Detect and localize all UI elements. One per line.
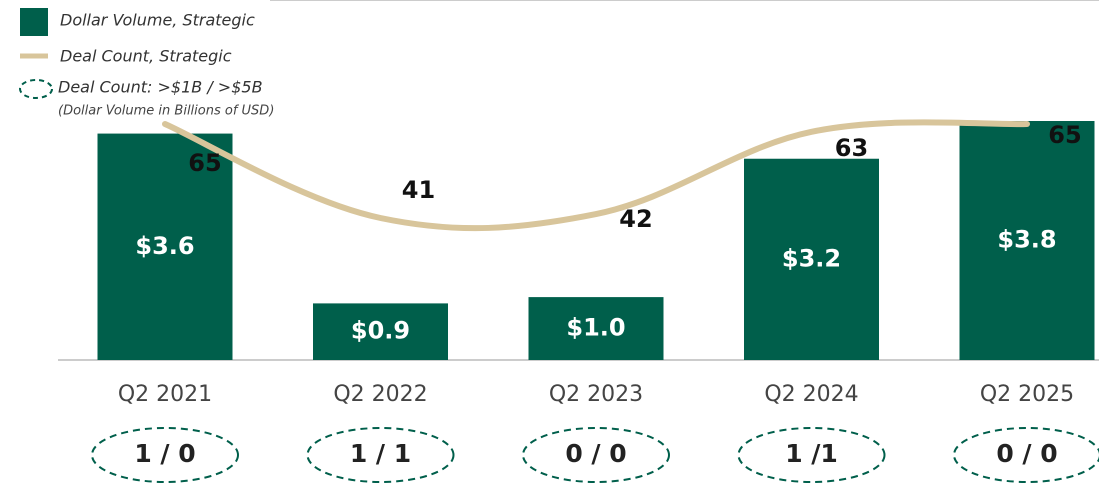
large-deal-ellipse: [522, 427, 670, 483]
large-deal-ellipse: [306, 427, 455, 483]
large-deal-label: 0 / 0: [565, 439, 626, 468]
large-deal-ellipse: [737, 427, 886, 483]
large-deal-ellipse: [91, 427, 239, 483]
bar-value-label: $3.8: [997, 226, 1056, 254]
bar-value-label: $0.9: [351, 317, 410, 345]
bar-value-label: $3.6: [135, 232, 194, 260]
bar-value-label: $3.2: [782, 244, 841, 272]
line-value-label: 41: [402, 176, 435, 204]
bar: [959, 121, 1095, 360]
line-value-label: 65: [188, 149, 221, 177]
bar-value-label: $1.0: [566, 314, 625, 342]
line-value-label: 65: [1048, 121, 1081, 149]
legend-label: Dollar Volume, Strategic: [60, 11, 255, 30]
large-deal-label: 1 / 1: [350, 439, 411, 468]
x-tick-label: Q2 2021: [118, 382, 212, 407]
x-tick-label: Q2 2024: [764, 382, 858, 407]
legend-label: Deal Count, Strategic: [60, 47, 232, 66]
bar: [528, 297, 664, 360]
bar: [313, 303, 448, 360]
large-deal-label: 1 / 0: [134, 439, 195, 468]
large-deal-label: 1 /1: [785, 439, 838, 468]
line-value-label: 42: [619, 205, 652, 233]
legend-label: Deal Count: >$1B / >$5B: [58, 78, 263, 97]
line-value-label: 63: [835, 134, 868, 162]
bar: [97, 133, 233, 360]
x-tick-label: Q2 2022: [333, 382, 427, 407]
x-tick-label: Q2 2025: [980, 382, 1074, 407]
legend-swatch-ellipse: [19, 79, 53, 99]
deal-count-line: [162, 119, 1030, 232]
legend-swatch-bar: [20, 8, 48, 36]
x-tick-label: Q2 2023: [549, 382, 643, 407]
bar: [744, 158, 879, 360]
large-deal-label: 0 / 0: [996, 439, 1057, 468]
subtitle: (Dollar Volume in Billions of USD): [58, 104, 274, 119]
